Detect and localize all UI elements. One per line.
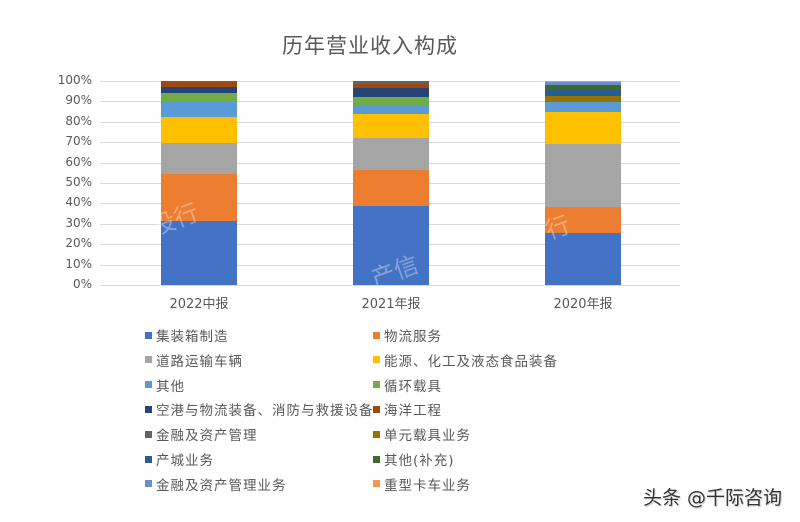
legend-item: 其他(补充): [373, 449, 455, 469]
bar-segment: [161, 82, 237, 87]
legend-swatch-icon: [373, 405, 380, 413]
bar-segment: [161, 220, 237, 285]
legend-swatch-icon: [145, 356, 152, 364]
legend-swatch-icon: [145, 381, 152, 389]
legend-swatch-icon: [145, 430, 152, 438]
legend-swatch-icon: [145, 405, 152, 413]
legend-swatch-icon: [373, 331, 380, 339]
bar-segment: [161, 101, 237, 117]
bar-segment: [545, 143, 621, 208]
legend-item: 空港与物流装备、消防与救援设备: [145, 399, 374, 419]
y-tick-label: 0%: [72, 277, 92, 291]
legend-label: 循环载具: [384, 378, 442, 395]
legend-item: 循环载具: [373, 375, 442, 395]
bar-segment: [545, 89, 621, 96]
legend-label: 集装箱制造: [156, 329, 229, 345]
legend-swatch-icon: [373, 356, 380, 364]
legend-swatch-icon: [373, 381, 380, 389]
legend-item: 物流服务: [373, 325, 442, 345]
bar-segment: [545, 95, 621, 102]
legend-swatch-icon: [145, 331, 152, 339]
legend-item: 海洋工程: [373, 399, 442, 419]
y-tick-label: 20%: [65, 236, 92, 251]
bar-segment: [161, 142, 237, 174]
legend-label: 其他: [156, 378, 185, 395]
legend-swatch-icon: [373, 455, 380, 463]
y-tick-label: 60%: [65, 154, 92, 169]
bar-segment: [545, 207, 621, 234]
y-tick-label: 40%: [65, 195, 92, 210]
legend-swatch-icon: [145, 455, 152, 463]
bar-segment: [161, 116, 237, 143]
legend-label: 海洋工程: [384, 403, 442, 420]
bar-segment: [545, 233, 621, 285]
brand-watermark: 头条 @千际咨询: [642, 487, 782, 509]
bar-segment: [545, 82, 621, 85]
legend-label: 金融及资产管理业务: [156, 477, 287, 494]
bar-segment: [545, 111, 621, 144]
stacked-bar: [353, 81, 429, 285]
x-tick-label: 2022中报: [169, 297, 229, 312]
y-tick-label: 70%: [65, 134, 92, 149]
bar-segment: [161, 86, 237, 94]
legend-swatch-icon: [145, 480, 152, 488]
legend-label: 能源、化工及液态食品装备: [384, 353, 558, 370]
legend-label: 产城业务: [156, 453, 214, 469]
bar-segment: [353, 113, 429, 138]
bar-segment: [353, 205, 429, 285]
legend-label: 金融及资产管理: [156, 428, 258, 445]
bar-segment: [161, 81, 237, 83]
legend-item: 金融及资产管理业务: [145, 474, 287, 494]
legend-label: 其他(补充): [384, 453, 455, 469]
legend-label: 物流服务: [384, 329, 442, 345]
stacked-bar: [161, 81, 237, 285]
plot-area: [100, 81, 680, 286]
y-tick-label: 50%: [65, 175, 92, 189]
y-tick-label: 10%: [65, 256, 92, 271]
legend-item: 能源、化工及液态食品装备: [373, 350, 558, 370]
y-tick-label: 80%: [65, 113, 92, 128]
legend-item: 金融及资产管理: [145, 424, 258, 444]
bar-segment: [353, 137, 429, 170]
y-tick-label: 100%: [57, 73, 92, 87]
x-tick-label: 2021年报: [361, 297, 421, 312]
legend-item: 单元载具业务: [373, 424, 471, 444]
legend-item: 道路运输车辆: [145, 350, 243, 370]
bar-segment: [353, 83, 429, 88]
x-tick-label: 2020年报: [553, 297, 613, 312]
legend-label: 单元载具业务: [384, 428, 471, 445]
bar-segment: [161, 173, 237, 221]
legend-swatch-icon: [373, 430, 380, 438]
legend-swatch-icon: [373, 480, 380, 488]
bar-segment: [353, 169, 429, 206]
gridline: [100, 285, 680, 286]
bar-segment: [353, 81, 429, 84]
bar-segment: [353, 96, 429, 106]
legend-item: 集装箱制造: [145, 325, 229, 345]
legend-label: 重型卡车业务: [384, 477, 471, 494]
bar-segment: [545, 84, 621, 90]
bar-segment: [545, 101, 621, 112]
y-tick-label: 30%: [65, 215, 92, 230]
legend-item: 重型卡车业务: [373, 474, 471, 494]
legend-item: 其他: [145, 375, 185, 395]
chart-title: 历年营业收入构成: [282, 34, 458, 58]
legend-label: 道路运输车辆: [156, 353, 243, 370]
bar-segment: [545, 81, 621, 83]
legend-label: 空港与物流装备、消防与救援设备: [156, 403, 374, 420]
bar-segment: [353, 88, 429, 97]
bar-segment: [161, 93, 237, 102]
y-tick-label: 90%: [65, 93, 92, 108]
legend-item: 产城业务: [145, 449, 214, 469]
stacked-bar: [545, 81, 621, 285]
bar-segment: [353, 105, 429, 114]
